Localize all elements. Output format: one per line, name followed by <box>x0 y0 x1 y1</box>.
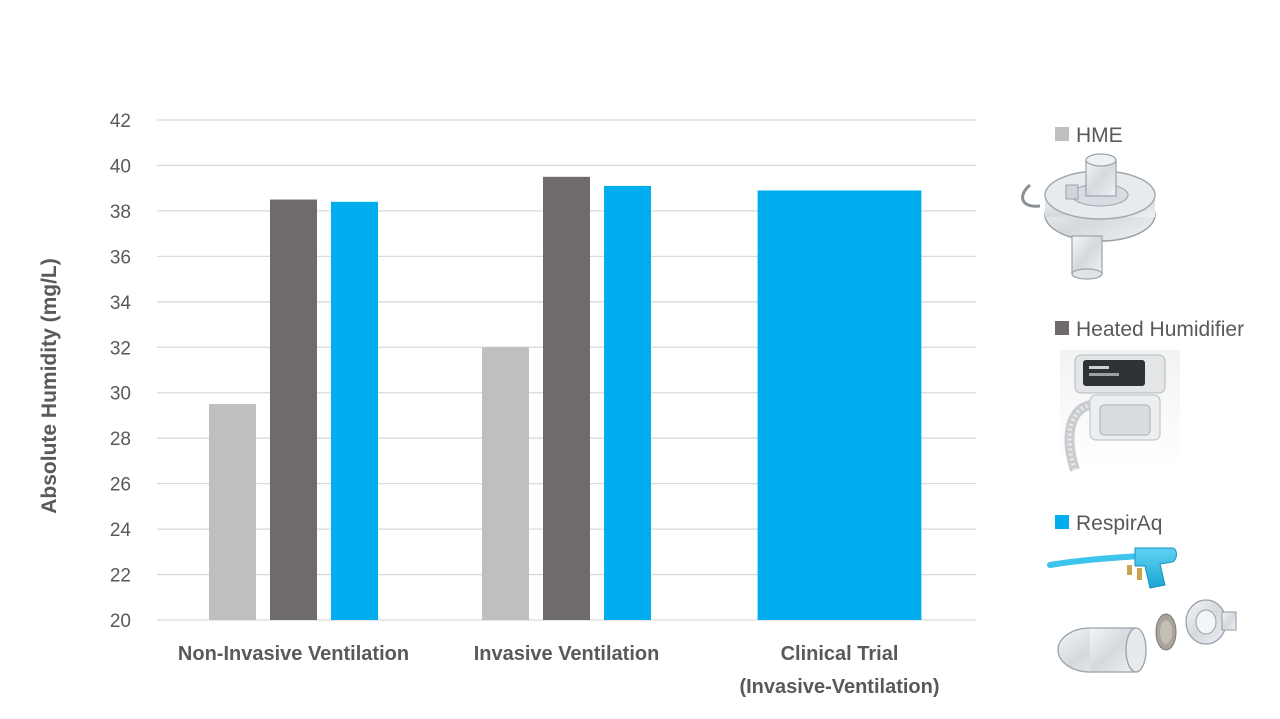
bar-respiraq <box>331 201 378 620</box>
legend-item-heated-humidifier: Heated Humidifier <box>1055 318 1244 341</box>
heated-humidifier-device-image <box>1060 350 1180 472</box>
y-tick-label: 42 <box>110 111 131 132</box>
y-tick-label: 32 <box>110 338 131 359</box>
bar-heated-humidifier <box>270 199 317 620</box>
legend-item-hme: HME <box>1055 124 1123 147</box>
bar-hme <box>482 347 529 620</box>
legend-swatch-respiraq <box>1055 515 1069 529</box>
y-tick-label: 20 <box>110 611 131 632</box>
hme-filter-image <box>1021 153 1156 280</box>
bar-heated-humidifier <box>543 176 590 620</box>
legend-label-hme: HME <box>1076 124 1123 147</box>
respiraq-device-image <box>1047 547 1237 673</box>
bars <box>209 176 922 621</box>
legend-label-respiraq: RespirAq <box>1076 512 1162 535</box>
legend-swatch-heated-humidifier <box>1055 321 1069 335</box>
legend: HME Heated Humidifier RespirAq <box>1055 124 1244 535</box>
y-tick-label: 28 <box>110 429 131 450</box>
y-axis-title: Absolute Humidity (mg/L) <box>38 258 61 514</box>
x-category-label-line: Non-Invasive Ventilation <box>178 643 409 665</box>
y-tick-label: 22 <box>110 566 131 587</box>
x-category-label-line: Invasive Ventilation <box>474 643 660 665</box>
legend-label-heated-humidifier: Heated Humidifier <box>1076 318 1244 341</box>
legend-swatch-hme <box>1055 127 1069 141</box>
x-category-label-line: Clinical Trial <box>781 643 899 665</box>
y-tick-label: 36 <box>110 247 131 268</box>
y-tick-label: 30 <box>110 384 131 405</box>
y-tick-label: 38 <box>110 202 131 223</box>
bar-respiraq <box>604 185 651 620</box>
y-tick-label: 24 <box>110 520 132 541</box>
bar-respiraq <box>757 190 922 621</box>
x-category-label: Clinical Trial (Invasive-Ventilation) <box>739 643 939 698</box>
y-tick-label: 26 <box>110 475 131 496</box>
bar-hme <box>209 404 256 620</box>
x-category-label: Invasive Ventilation <box>474 643 660 665</box>
y-tick-label: 34 <box>110 293 132 314</box>
category-labels: Non-Invasive Ventilation Invasive Ventila… <box>178 643 940 698</box>
x-category-label: Non-Invasive Ventilation <box>178 643 409 665</box>
y-tick-labels: 20 22 24 26 28 30 32 34 36 38 40 42 <box>110 111 132 632</box>
legend-item-respiraq: RespirAq <box>1055 512 1162 535</box>
x-category-label-line: (Invasive-Ventilation) <box>739 676 939 698</box>
y-tick-label: 40 <box>110 156 131 177</box>
